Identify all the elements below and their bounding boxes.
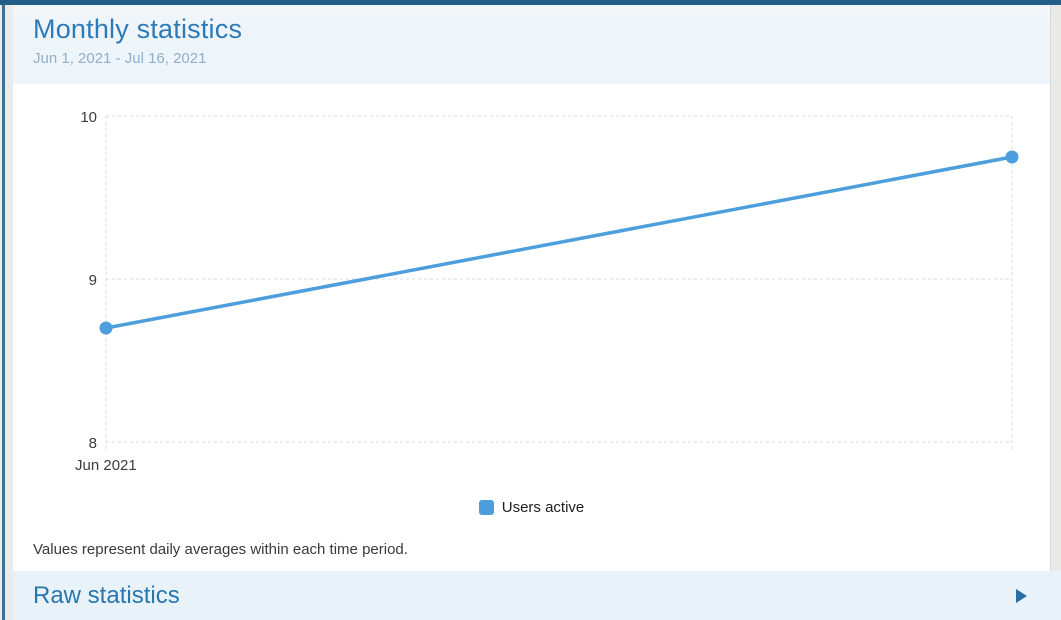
users-active-line-chart: 10 9 8 Jun 2021	[75, 109, 1019, 474]
statistics-header: Monthly statistics Jun 1, 2021 - Jul 16,…	[13, 5, 1050, 84]
chevron-right-icon[interactable]	[1016, 588, 1027, 603]
left-accent-line	[2, 0, 5, 620]
top-bar	[0, 0, 1061, 5]
chart-gridlines	[105, 115, 1013, 450]
users-active-legend-label: Users active	[501, 498, 585, 516]
data-point-jul-2021[interactable]	[1005, 150, 1019, 164]
raw-statistics-section-header[interactable]: Raw statistics	[13, 571, 1061, 620]
date-range: Jun 1, 2021 - Jul 16, 2021	[33, 50, 207, 67]
users-active-legend-swatch	[478, 499, 494, 515]
y-tick-9: 9	[89, 272, 97, 289]
averages-footnote: Values represent daily averages within e…	[33, 541, 408, 558]
data-point-jun-2021[interactable]	[99, 321, 113, 335]
y-tick-8: 8	[89, 435, 97, 452]
chart-legend[interactable]: Users active	[13, 497, 1050, 517]
raw-statistics-title: Raw statistics	[33, 581, 180, 609]
y-tick-10: 10	[80, 109, 97, 126]
page-title: Monthly statistics	[33, 14, 243, 44]
x-tick-jun-2021: Jun 2021	[75, 457, 137, 474]
monthly-statistics-chart-section: 10 9 8 Jun 2021	[13, 84, 1050, 571]
users-active-series-line	[105, 155, 1013, 330]
right-scrollbar-gutter[interactable]	[1050, 5, 1061, 571]
